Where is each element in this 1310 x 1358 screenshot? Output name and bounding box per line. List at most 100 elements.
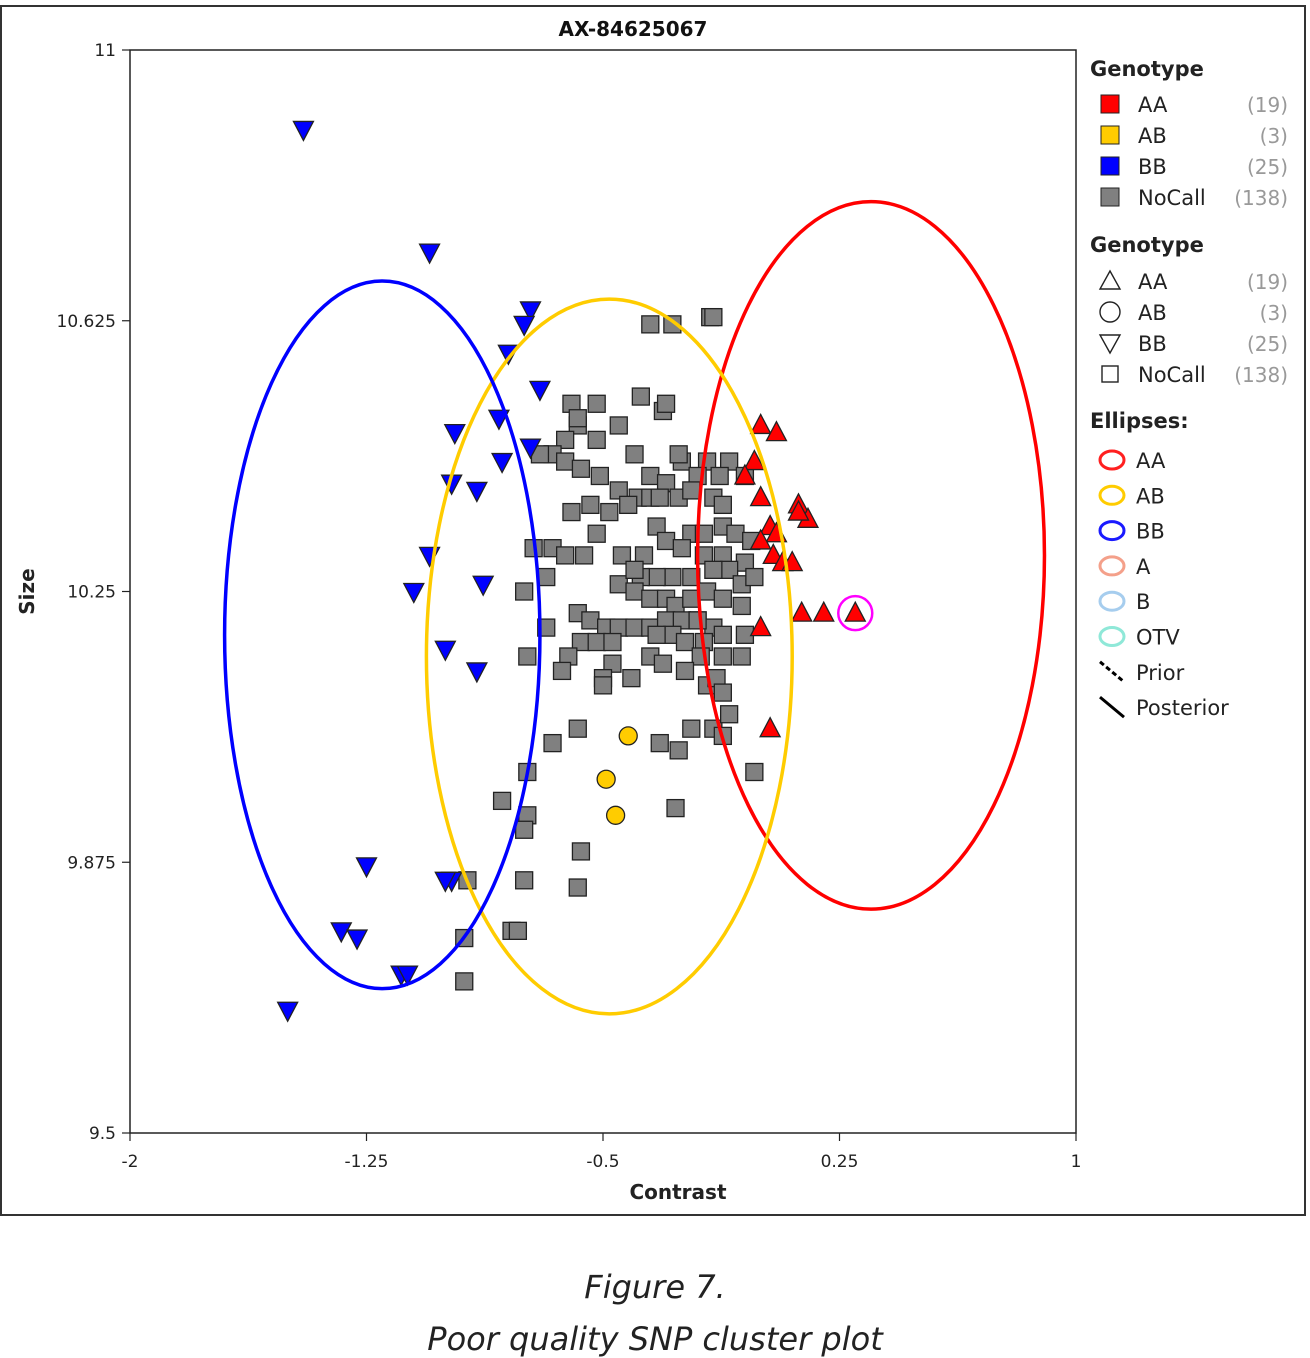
- data-point-nocall: [656, 531, 676, 551]
- legend-count: (138): [1234, 186, 1288, 210]
- data-point-nocall: [704, 307, 723, 327]
- legend-label: AB: [1138, 301, 1167, 325]
- data-point-nocall: [593, 676, 613, 695]
- data-point-nocall: [587, 632, 606, 652]
- data-point-bb: [465, 662, 488, 684]
- x-tick-label: -1.25: [345, 1152, 389, 1172]
- y-tick-label: 11: [94, 41, 116, 61]
- x-tick-label: 0.25: [821, 1152, 859, 1172]
- data-point-nocall: [515, 582, 534, 601]
- data-point-nocall: [672, 539, 691, 558]
- data-point-nocall: [625, 445, 644, 464]
- data-point-aa: [844, 600, 867, 622]
- chart-frame: AX-84625067 -2 -1.25 -0.5 0.25 1 9.5 9.875 10.25…: [0, 5, 1306, 1216]
- legend-count: (3): [1260, 124, 1288, 148]
- data-point-bb: [443, 424, 466, 446]
- data-point-nocall: [492, 791, 512, 811]
- data-point-nocall: [625, 618, 644, 637]
- plot-area: [129, 49, 1077, 1134]
- data-point-bb: [513, 315, 536, 337]
- data-point-nocall: [713, 647, 732, 666]
- data-point-nocall: [669, 741, 688, 760]
- cluster-plot-svg: AX-84625067 -2 -1.25 -0.5 0.25 1 9.5 9.875 10.25…: [0, 5, 1306, 1216]
- data-point-nocall: [656, 394, 676, 413]
- ellipse-icon: [1098, 626, 1126, 647]
- data-point-aa: [749, 615, 772, 637]
- data-point-nocall: [600, 502, 619, 522]
- y-tick-label: 10.25: [67, 583, 116, 603]
- figure-caption: Poor quality SNP cluster plot: [427, 1320, 883, 1358]
- legend-title-shape: Genotype: [1090, 233, 1204, 257]
- legend-label: Prior: [1136, 661, 1185, 685]
- data-point-aa: [759, 716, 782, 738]
- data-point-nocall: [726, 524, 745, 543]
- data-point-nocall: [669, 445, 688, 464]
- data-point-nocall: [622, 668, 641, 688]
- data-point-nocall: [631, 387, 650, 406]
- data-point-bb: [355, 857, 378, 879]
- data-point-nocall: [641, 466, 660, 486]
- data-point-nocall: [647, 567, 666, 587]
- data-point-nocall: [568, 409, 587, 428]
- legend-swatch-nocall: [1100, 187, 1120, 207]
- data-point-aa: [762, 543, 785, 565]
- legend-label: AB: [1136, 484, 1165, 508]
- data-point-nocall: [574, 546, 594, 565]
- ellipse-bb: [222, 279, 542, 991]
- data-point-aa: [812, 600, 835, 622]
- legend-swatch-ab: [1100, 125, 1120, 145]
- legend-title-ellipses: Ellipses:: [1090, 409, 1189, 433]
- x-tick-label: -0.5: [586, 1152, 619, 1172]
- data-point-bb: [434, 640, 457, 662]
- data-point-nocall: [612, 546, 632, 565]
- y-tick-label: 10.625: [57, 312, 116, 332]
- legend-title-fill: Genotype: [1090, 57, 1204, 81]
- data-point-nocall: [688, 611, 707, 630]
- data-point-nocall: [732, 647, 751, 666]
- data-point-nocall: [647, 625, 666, 644]
- data-point-nocall: [704, 560, 723, 579]
- x-tick-label: 1: [1071, 1152, 1082, 1172]
- highlight-ring: [837, 594, 874, 632]
- data-point-nocall: [518, 647, 537, 666]
- square-icon: [1101, 365, 1119, 383]
- data-point-ab: [596, 769, 616, 789]
- solid-line-icon: [1099, 695, 1125, 719]
- data-point-nocall: [537, 618, 556, 637]
- data-point-nocall: [732, 596, 751, 616]
- data-point-nocall: [697, 582, 717, 601]
- data-point-nocall: [568, 719, 587, 738]
- y-axis-label: Size: [15, 568, 39, 614]
- y-tick-label: 9.875: [67, 853, 116, 873]
- data-point-nocall: [609, 575, 628, 594]
- data-point-nocall: [537, 567, 556, 587]
- circle-icon: [1099, 301, 1121, 323]
- data-point-nocall: [609, 481, 628, 500]
- data-point-nocall: [568, 878, 587, 897]
- legend-label: B: [1136, 590, 1150, 614]
- legend-label: AB: [1138, 124, 1167, 148]
- ellipse-icon: [1098, 484, 1126, 506]
- data-point-nocall: [556, 452, 575, 471]
- data-point-bb: [402, 582, 425, 604]
- legend-count: (3): [1260, 301, 1288, 325]
- legend-count: (138): [1234, 363, 1288, 387]
- data-point-ab: [605, 805, 626, 825]
- data-point-nocall: [587, 394, 606, 413]
- legend-swatch-bb: [1100, 156, 1120, 176]
- data-point-bb: [418, 243, 441, 265]
- data-point-nocall: [552, 661, 572, 681]
- legend-label: BB: [1136, 520, 1165, 544]
- legend-count: (19): [1247, 270, 1288, 294]
- data-point-nocall: [666, 798, 685, 818]
- data-point-bb: [434, 871, 457, 893]
- data-point-nocall: [675, 632, 695, 652]
- data-point-nocall: [713, 683, 732, 702]
- data-point-nocall: [653, 654, 673, 673]
- data-point-nocall: [625, 582, 644, 601]
- data-point-nocall: [515, 820, 534, 839]
- data-point-nocall: [634, 546, 654, 565]
- data-point-nocall: [694, 546, 714, 565]
- data-point-nocall: [682, 481, 701, 500]
- legend: Genotype AA (19) AB (3) BB (25) NoCall (138) Geno…: [1090, 57, 1288, 720]
